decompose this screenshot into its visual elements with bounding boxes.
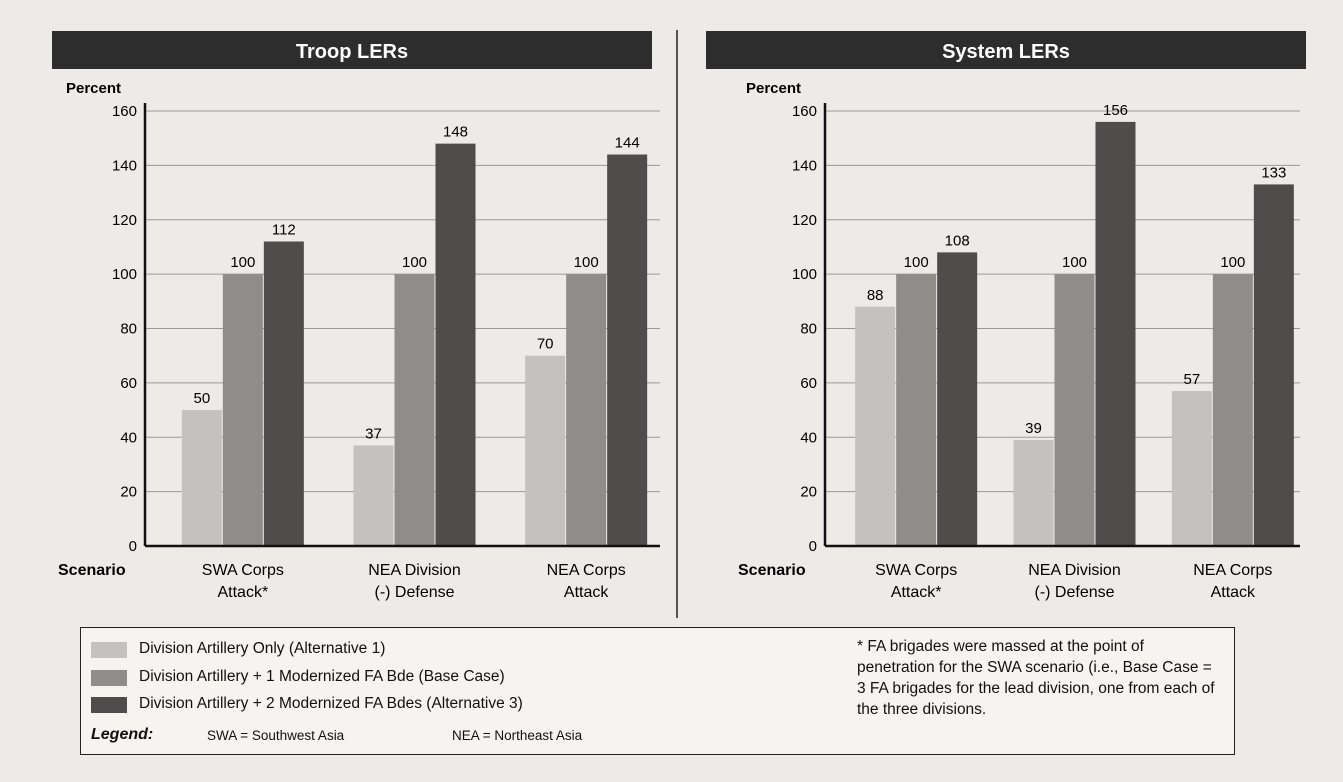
troop-ytick-label: 20 (120, 484, 137, 501)
system-title: System LERs (942, 41, 1070, 63)
system-bar (1013, 439, 1054, 546)
troop-bar (222, 274, 263, 546)
troop-ytick-label: 0 (129, 538, 137, 555)
troop-ylabel: Percent (66, 80, 121, 97)
troop-bar (353, 445, 394, 546)
system-bar (937, 252, 978, 546)
troop-data-label: 144 (615, 135, 640, 152)
troop-bar (263, 241, 304, 546)
troop-category-label: (-) Defense (374, 584, 454, 601)
system-ytick-label: 140 (792, 157, 817, 174)
legend-box: Division Artillery Only (Alternative 1) … (80, 627, 1235, 755)
system-data-label: 39 (1025, 420, 1042, 437)
system-bar (855, 306, 896, 546)
troop-ytick-label: 160 (112, 103, 137, 120)
troop-bar (607, 154, 648, 546)
troop-bar (181, 410, 222, 546)
system-ytick-label: 0 (809, 538, 817, 555)
system-data-label: 108 (945, 232, 970, 249)
system-ytick-label: 60 (800, 375, 817, 392)
troop-bar (566, 274, 607, 546)
system-ylabel: Percent (746, 80, 801, 97)
troop-ytick-label: 100 (112, 266, 137, 283)
system-bar (896, 274, 937, 546)
troop-category-label: SWA Corps (202, 562, 284, 579)
system-data-label: 57 (1183, 371, 1200, 388)
system-category-label: Attack* (891, 584, 942, 601)
system-data-label: 100 (1062, 254, 1087, 271)
legend-swatch-alt3 (91, 697, 127, 713)
troop-data-label: 50 (193, 390, 210, 407)
troop-title: Troop LERs (296, 41, 408, 63)
troop-category-label: Attack (564, 584, 609, 601)
system-data-label: 88 (867, 287, 884, 304)
system-data-label: 156 (1103, 102, 1128, 119)
system-bar (1212, 274, 1253, 546)
troop-category-label: Attack* (217, 584, 268, 601)
legend-label-alt3: Division Artillery + 2 Modernized FA Bde… (139, 695, 523, 712)
troop-ytick-label: 40 (120, 429, 137, 446)
system-category-label: SWA Corps (875, 562, 957, 579)
troop-data-label: 70 (537, 336, 554, 353)
system-data-label: 133 (1261, 164, 1286, 181)
troop-data-label: 37 (365, 425, 382, 442)
footnote: * FA brigades were massed at the point o… (857, 638, 1215, 718)
system-bar (1171, 391, 1212, 546)
troop-bar (525, 355, 566, 546)
system-bar (1095, 121, 1136, 546)
legend-label-alt1: Division Artillery Only (Alternative 1) (139, 640, 386, 657)
system-category-label: (-) Defense (1034, 584, 1114, 601)
system-ytick-label: 160 (792, 103, 817, 120)
legend-swatch-alt1 (91, 642, 127, 658)
legend-label-base: Division Artillery + 1 Modernized FA Bde… (139, 668, 505, 685)
troop-header-bar (52, 31, 652, 69)
system-category-label: Attack (1211, 584, 1256, 601)
troop-ytick-label: 80 (120, 321, 137, 338)
troop-data-label: 100 (574, 254, 599, 271)
legend-title: Legend: (91, 726, 154, 743)
legend-swatch-base (91, 670, 127, 686)
troop-ytick-label: 140 (112, 157, 137, 174)
troop-bar (435, 143, 476, 546)
system-ytick-label: 120 (792, 212, 817, 229)
troop-ytick-label: 120 (112, 212, 137, 229)
troop-ytick-label: 60 (120, 375, 137, 392)
troop-data-label: 100 (230, 254, 255, 271)
system-xlabel: Scenario (738, 562, 806, 579)
system-category-label: NEA Corps (1193, 562, 1272, 579)
troop-xlabel: Scenario (58, 562, 126, 579)
system-category-label: NEA Division (1028, 562, 1120, 579)
troop-bar (394, 274, 435, 546)
troop-data-label: 100 (402, 254, 427, 271)
troop-lers-chart: Troop LERs Percent 0 20 40 60 80 100 120 140 160 50… (52, 31, 660, 601)
system-ytick-label: 80 (800, 321, 817, 338)
system-data-label: 100 (904, 254, 929, 271)
system-lers-chart: System LERs Percent 0 20 40 60 80 100 120 140 160 8… (706, 31, 1306, 601)
abbr-nea: NEA = Northeast Asia (452, 728, 583, 743)
system-bar (1054, 274, 1095, 546)
abbr-swa: SWA = Southwest Asia (207, 728, 345, 743)
system-ytick-label: 100 (792, 266, 817, 283)
system-ytick-label: 40 (800, 429, 817, 446)
system-ytick-label: 20 (800, 484, 817, 501)
troop-category-label: NEA Corps (547, 562, 626, 579)
system-data-label: 100 (1220, 254, 1245, 271)
troop-category-label: NEA Division (368, 562, 460, 579)
troop-data-label: 112 (272, 222, 296, 239)
system-bar (1253, 184, 1294, 546)
troop-data-label: 148 (443, 124, 468, 141)
system-header-bar (706, 31, 1306, 69)
